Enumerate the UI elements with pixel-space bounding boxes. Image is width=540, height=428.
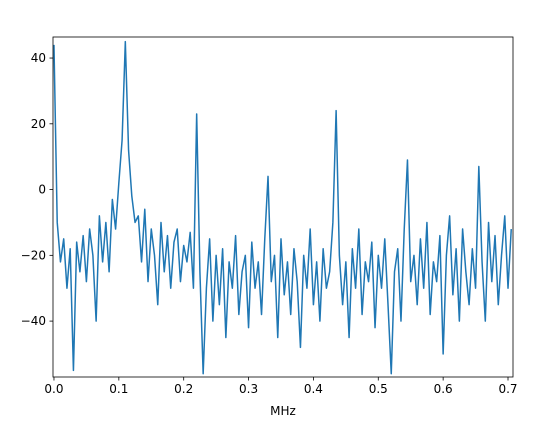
x-tick-label: 0.5	[369, 382, 388, 396]
x-tick-label: 0.4	[304, 382, 323, 396]
y-tick-label: 20	[31, 117, 46, 131]
y-tick-label: −20	[21, 248, 46, 262]
x-tick-label: 0.3	[239, 382, 258, 396]
x-tick-label: 0.1	[109, 382, 128, 396]
data-line	[53, 40, 512, 375]
y-tick-label: 40	[31, 51, 46, 65]
x-tick-label: 0.2	[174, 382, 193, 396]
y-tick-label: −40	[21, 314, 46, 328]
plot-frame	[52, 36, 514, 378]
x-tick-label: 0.7	[498, 382, 517, 396]
x-tick-label: 0.0	[44, 382, 63, 396]
y-tick-label: 0	[38, 183, 46, 197]
x-axis-label: MHz	[270, 404, 296, 418]
x-tick-label: 0.6	[434, 382, 453, 396]
